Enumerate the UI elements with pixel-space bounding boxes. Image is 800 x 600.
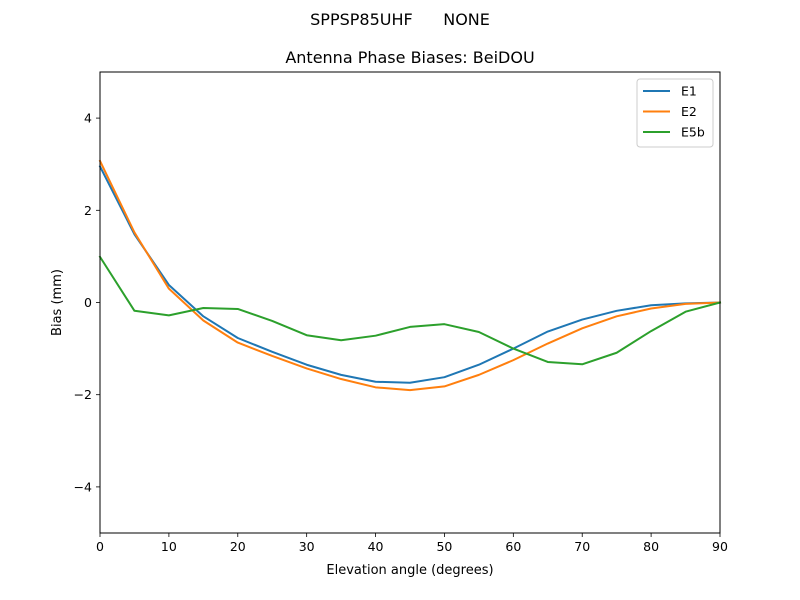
series-line-e5b [98, 255, 722, 366]
x-tick-label: 70 [574, 539, 590, 554]
y-tick-label: −2 [74, 387, 92, 402]
series-line-e2 [98, 159, 722, 392]
x-tick-label: 90 [712, 539, 728, 554]
plot-frame [99, 71, 721, 534]
x-tick-label: 30 [299, 539, 315, 554]
series-line-e1 [98, 165, 722, 384]
y-tick-label: 0 [84, 295, 92, 310]
x-axis-label: Elevation angle (degrees) [326, 563, 493, 578]
x-tick-label: 60 [505, 539, 521, 554]
x-tick-label: 20 [230, 539, 246, 554]
x-tick-label: 0 [96, 539, 104, 554]
y-tick-label: 2 [84, 203, 92, 218]
x-tick-label: 40 [368, 539, 384, 554]
x-tick-label: 10 [161, 539, 177, 554]
legend-label-e5b: E5b [681, 125, 705, 140]
chart-title: Antenna Phase Biases: BeiDOU [285, 48, 535, 67]
y-tick-label: 4 [84, 111, 92, 126]
legend-label-e2: E2 [681, 104, 697, 119]
figure-suptitle: SPPSP85UHF NONE [310, 10, 490, 29]
y-tick-label: −4 [74, 479, 92, 494]
y-axis-label: Bias (mm) [50, 269, 65, 336]
legend-box [636, 78, 714, 148]
legend-label-e1: E1 [681, 84, 697, 99]
x-tick-label: 50 [436, 539, 452, 554]
x-tick-label: 80 [643, 539, 659, 554]
